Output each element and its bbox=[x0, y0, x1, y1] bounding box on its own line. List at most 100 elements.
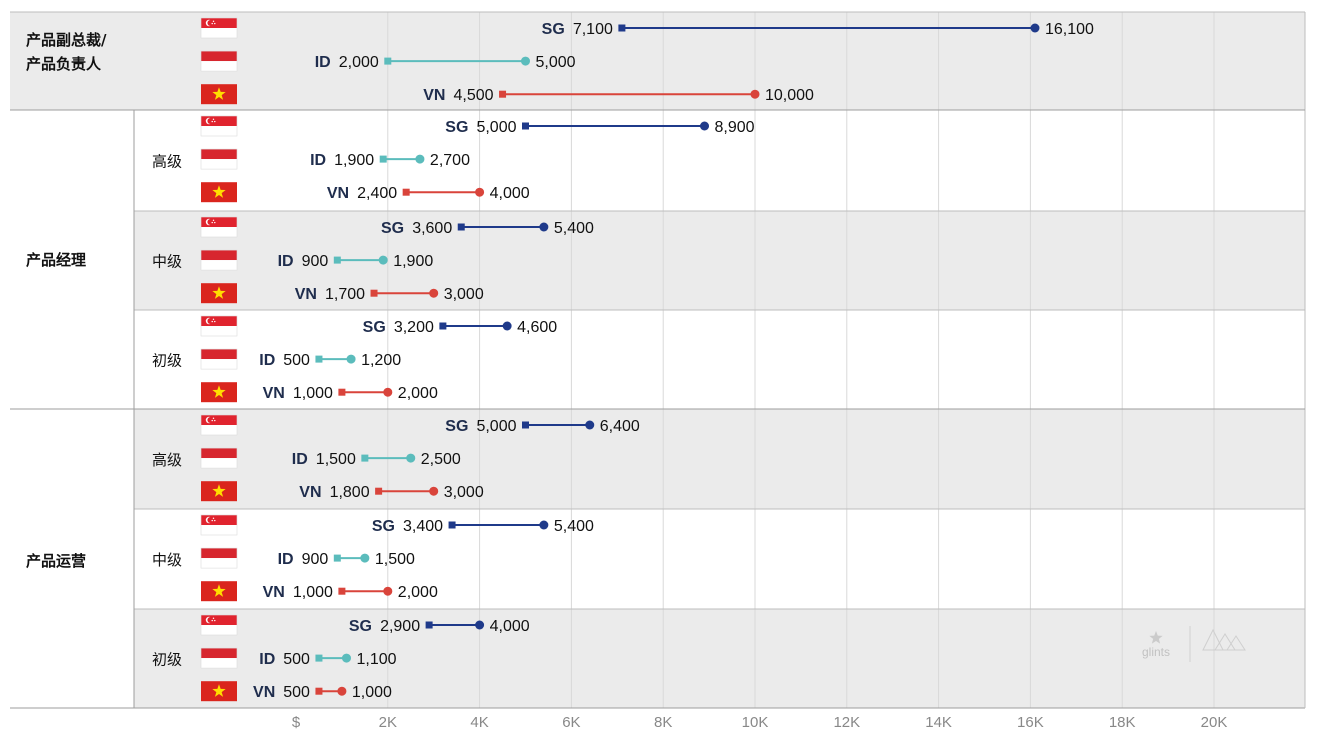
flag-star-dot bbox=[211, 120, 213, 123]
flag-top bbox=[201, 217, 237, 227]
flag-outline bbox=[200, 148, 238, 170]
band-background bbox=[134, 211, 1305, 310]
flag-moon-cut bbox=[207, 219, 214, 225]
max-value-label: 10,000 bbox=[765, 87, 814, 104]
min-value-label: 900 bbox=[302, 253, 329, 270]
flag-star-dot bbox=[214, 419, 216, 422]
flag-top bbox=[201, 51, 237, 62]
max-value-label: 5,400 bbox=[554, 518, 594, 535]
max-marker-id bbox=[415, 154, 425, 164]
max-marker-vn bbox=[383, 586, 393, 596]
x-tick-label: 12K bbox=[833, 714, 860, 731]
flag-bottom bbox=[201, 525, 237, 535]
max-marker-sg bbox=[1030, 23, 1040, 33]
flag-star-dot bbox=[211, 419, 213, 422]
flag-top bbox=[201, 515, 237, 525]
min-value-label: 1,800 bbox=[330, 484, 370, 501]
country-code-label: ID bbox=[310, 152, 326, 169]
country-code-label: VN bbox=[327, 185, 349, 202]
max-value-label: 3,000 bbox=[444, 484, 484, 501]
min-marker-sg bbox=[457, 223, 465, 231]
flag-outline bbox=[200, 614, 238, 636]
flag-star-dot bbox=[211, 221, 213, 224]
mountain-shape bbox=[1202, 628, 1224, 651]
indonesia-flag-icon bbox=[200, 249, 238, 271]
min-value-label: 500 bbox=[283, 651, 310, 668]
category-label: 产品副总裁/ bbox=[26, 31, 107, 49]
flag-bottom bbox=[201, 458, 237, 469]
max-marker-sg bbox=[539, 520, 549, 530]
flag-moon-cut bbox=[207, 617, 214, 623]
level-label: 高级 bbox=[152, 451, 182, 469]
country-code-label: ID bbox=[278, 551, 294, 568]
indonesia-flag-icon bbox=[200, 348, 238, 370]
x-tick-label: 14K bbox=[925, 714, 952, 731]
flag-bottom bbox=[201, 326, 237, 336]
min-marker-vn bbox=[370, 289, 378, 297]
flag-star-dot bbox=[214, 320, 216, 323]
min-value-label: 4,500 bbox=[454, 87, 494, 104]
country-code-label: VN bbox=[253, 684, 275, 701]
flag-star bbox=[212, 484, 226, 497]
min-value-label: 1,700 bbox=[325, 286, 365, 303]
max-value-label: 2,700 bbox=[430, 152, 470, 169]
category-label: 产品经理 bbox=[26, 251, 86, 269]
max-value-label: 2,000 bbox=[398, 584, 438, 601]
category-label: 产品运营 bbox=[26, 552, 86, 570]
flag-outline bbox=[200, 249, 238, 271]
flag-bottom bbox=[201, 227, 237, 237]
level-label: 中级 bbox=[152, 551, 182, 569]
flag-top bbox=[201, 615, 237, 625]
min-marker-vn bbox=[338, 388, 346, 396]
max-marker-vn bbox=[429, 486, 439, 496]
max-marker-id bbox=[360, 553, 370, 563]
flag-outline bbox=[200, 315, 238, 337]
flag-outline bbox=[200, 50, 238, 72]
flag-star-dot bbox=[212, 219, 215, 221]
singapore-flag-icon bbox=[200, 514, 238, 536]
flag-bottom bbox=[201, 126, 237, 136]
max-value-label: 4,600 bbox=[517, 319, 557, 336]
flag-star-dot bbox=[211, 22, 213, 25]
x-tick-label: 6K bbox=[562, 714, 580, 731]
singapore-flag-icon bbox=[200, 115, 238, 137]
flag-star-dot bbox=[211, 619, 213, 622]
max-value-label: 1,100 bbox=[356, 651, 396, 668]
flag-outline bbox=[200, 115, 238, 137]
flag-star-dot bbox=[212, 118, 215, 121]
flag-bottom bbox=[201, 658, 237, 669]
country-code-label: SG bbox=[445, 119, 468, 136]
flag-star bbox=[212, 185, 226, 198]
flag-outline bbox=[200, 414, 238, 436]
flag-top bbox=[201, 415, 237, 425]
max-value-label: 4,000 bbox=[490, 185, 530, 202]
country-code-label: SG bbox=[445, 418, 468, 435]
star-icon bbox=[1149, 631, 1163, 644]
max-marker-vn bbox=[383, 387, 393, 397]
singapore-flag-icon bbox=[200, 414, 238, 436]
max-marker-id bbox=[406, 453, 416, 463]
min-marker-id bbox=[384, 57, 392, 65]
level-label: 初级 bbox=[152, 352, 182, 370]
watermark: glints bbox=[1142, 626, 1246, 662]
max-marker-id bbox=[341, 653, 351, 663]
glints-logo: glints bbox=[1142, 631, 1170, 659]
min-marker-sg bbox=[522, 122, 529, 130]
max-value-label: 16,100 bbox=[1045, 21, 1094, 38]
max-marker-vn bbox=[429, 288, 439, 298]
indonesia-flag-icon bbox=[200, 50, 238, 72]
country-code-label: ID bbox=[259, 651, 275, 668]
flag-outline bbox=[200, 547, 238, 569]
min-value-label: 5,000 bbox=[476, 418, 516, 435]
max-value-label: 2,000 bbox=[398, 385, 438, 402]
mountain-shape bbox=[1226, 635, 1246, 651]
flag-bottom bbox=[201, 28, 237, 38]
flag-star-dot bbox=[212, 617, 215, 619]
min-value-label: 7,100 bbox=[573, 21, 613, 38]
min-value-label: 500 bbox=[283, 352, 310, 369]
min-value-label: 1,000 bbox=[293, 584, 333, 601]
max-value-label: 5,000 bbox=[536, 54, 576, 71]
x-tick-label: 4K bbox=[470, 714, 488, 731]
flag-top bbox=[201, 349, 237, 360]
max-marker-id bbox=[378, 255, 388, 265]
